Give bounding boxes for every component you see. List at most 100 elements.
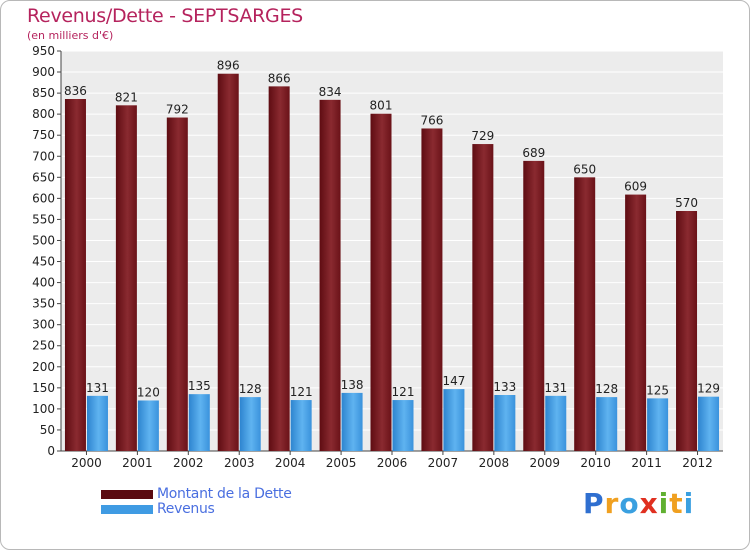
logo-letter: t: [669, 487, 684, 520]
x-tick-label: 2011: [631, 456, 662, 470]
y-tick-label: 550: [32, 212, 55, 226]
x-tick-label: 2001: [122, 456, 153, 470]
bar-revenus: [545, 395, 567, 451]
bar-revenus: [290, 400, 312, 451]
data-label-revenus: 120: [137, 385, 160, 399]
logo-letter: r: [604, 487, 620, 520]
bar-debt: [574, 177, 596, 451]
y-tick-label: 50: [40, 423, 55, 437]
x-tick-label: 2010: [580, 456, 611, 470]
bar-revenus: [137, 400, 159, 451]
y-tick-label: 250: [32, 339, 55, 353]
legend-swatch-debt: [101, 490, 153, 499]
x-tick-label: 2007: [428, 456, 459, 470]
x-tick-label: 2012: [682, 456, 713, 470]
y-tick-label: 0: [47, 444, 55, 458]
axes: 0 50 100 150 200 250 300 350 400 450 500 550 600 650 7…: [32, 44, 723, 470]
data-label-debt: 766: [420, 113, 443, 127]
bar-debt: [319, 99, 341, 451]
logo-letter: i: [658, 487, 670, 520]
y-tick-label: 600: [32, 191, 55, 205]
data-label-revenus: 147: [442, 374, 465, 388]
data-labels: 836 131 821 120 792 135 896 128 866 121 834 138 801 1…: [64, 59, 720, 400]
logo-letter: P: [583, 487, 605, 520]
x-tick-label: 2008: [479, 456, 510, 470]
y-tick-label: 150: [32, 381, 55, 395]
data-label-revenus: 121: [392, 385, 415, 399]
logo-letter: i: [683, 487, 695, 520]
bar-revenus: [443, 389, 465, 451]
data-label-revenus: 138: [341, 378, 364, 392]
x-tick-label: 2006: [377, 456, 408, 470]
y-tick-label: 900: [32, 65, 55, 79]
bar-revenus: [392, 400, 414, 451]
data-label-debt: 834: [319, 85, 342, 99]
legend-label-debt: Montant de la Dette: [157, 486, 292, 502]
logo-letter: o: [619, 487, 640, 520]
y-tick-label: 350: [32, 297, 55, 311]
y-tick-label: 200: [32, 360, 55, 374]
x-tick-label: 2009: [529, 456, 560, 470]
bar-revenus: [188, 394, 210, 451]
data-label-debt: 896: [217, 59, 240, 73]
data-label-revenus: 121: [290, 385, 313, 399]
data-label-debt: 570: [675, 196, 698, 210]
chart-title: Revenus/Dette - SEPTSARGES: [27, 5, 303, 27]
bar-debt: [625, 194, 647, 451]
data-label-debt: 801: [370, 99, 393, 113]
y-tick-label: 650: [32, 170, 55, 184]
data-label-revenus: 131: [544, 381, 567, 395]
y-tick-label: 300: [32, 318, 55, 332]
bar-revenus: [239, 397, 261, 451]
bar-debt: [370, 113, 392, 451]
logo-letter: x: [639, 487, 659, 520]
bar-revenus: [86, 395, 108, 451]
data-label-debt: 792: [166, 103, 189, 117]
bar-debt: [166, 117, 188, 452]
y-tick-label: 750: [32, 128, 55, 142]
data-label-debt: 729: [471, 129, 494, 143]
proxiti-logo: Proxiti: [583, 487, 694, 520]
x-tick-label: 2005: [326, 456, 357, 470]
bar-revenus: [494, 395, 516, 451]
legend-label-revenus: Revenus: [157, 501, 215, 517]
bar-revenus: [596, 397, 618, 451]
legend-swatch-revenus: [101, 505, 153, 514]
chart-subtitle: (en milliers d'€): [27, 29, 114, 42]
bar-revenus: [698, 396, 720, 451]
x-tick-label: 2000: [71, 456, 102, 470]
data-label-revenus: 128: [595, 382, 618, 396]
data-label-debt: 650: [573, 162, 596, 176]
y-tick-label: 400: [32, 276, 55, 290]
data-label-debt: 836: [64, 84, 87, 98]
y-tick-label: 500: [32, 233, 55, 247]
data-label-revenus: 135: [188, 379, 211, 393]
y-tick-label: 100: [32, 402, 55, 416]
x-tick-label: 2004: [275, 456, 306, 470]
bar-debt: [421, 128, 443, 451]
bar-debt: [217, 73, 239, 451]
bar-debt: [472, 144, 494, 452]
y-tick-label: 850: [32, 86, 55, 100]
data-label-revenus: 128: [239, 382, 262, 396]
data-label-revenus: 133: [493, 380, 516, 394]
x-tick-label: 2003: [224, 456, 255, 470]
bar-debt: [523, 160, 545, 452]
bar-debt: [676, 211, 698, 451]
bar-revenus: [341, 392, 363, 451]
bar-revenus: [647, 398, 669, 451]
y-tick-label: 450: [32, 255, 55, 269]
bar-debt: [64, 99, 86, 451]
data-label-debt: 821: [115, 90, 138, 104]
y-tick-label: 800: [32, 107, 55, 121]
bar-debt: [115, 105, 137, 451]
bar-debt: [268, 86, 290, 452]
bars: [64, 73, 720, 452]
data-label-revenus: 129: [697, 382, 720, 396]
data-label-debt: 689: [522, 146, 545, 160]
data-label-revenus: 125: [646, 383, 669, 397]
data-label-revenus: 131: [86, 381, 109, 395]
data-label-debt: 866: [268, 71, 291, 85]
